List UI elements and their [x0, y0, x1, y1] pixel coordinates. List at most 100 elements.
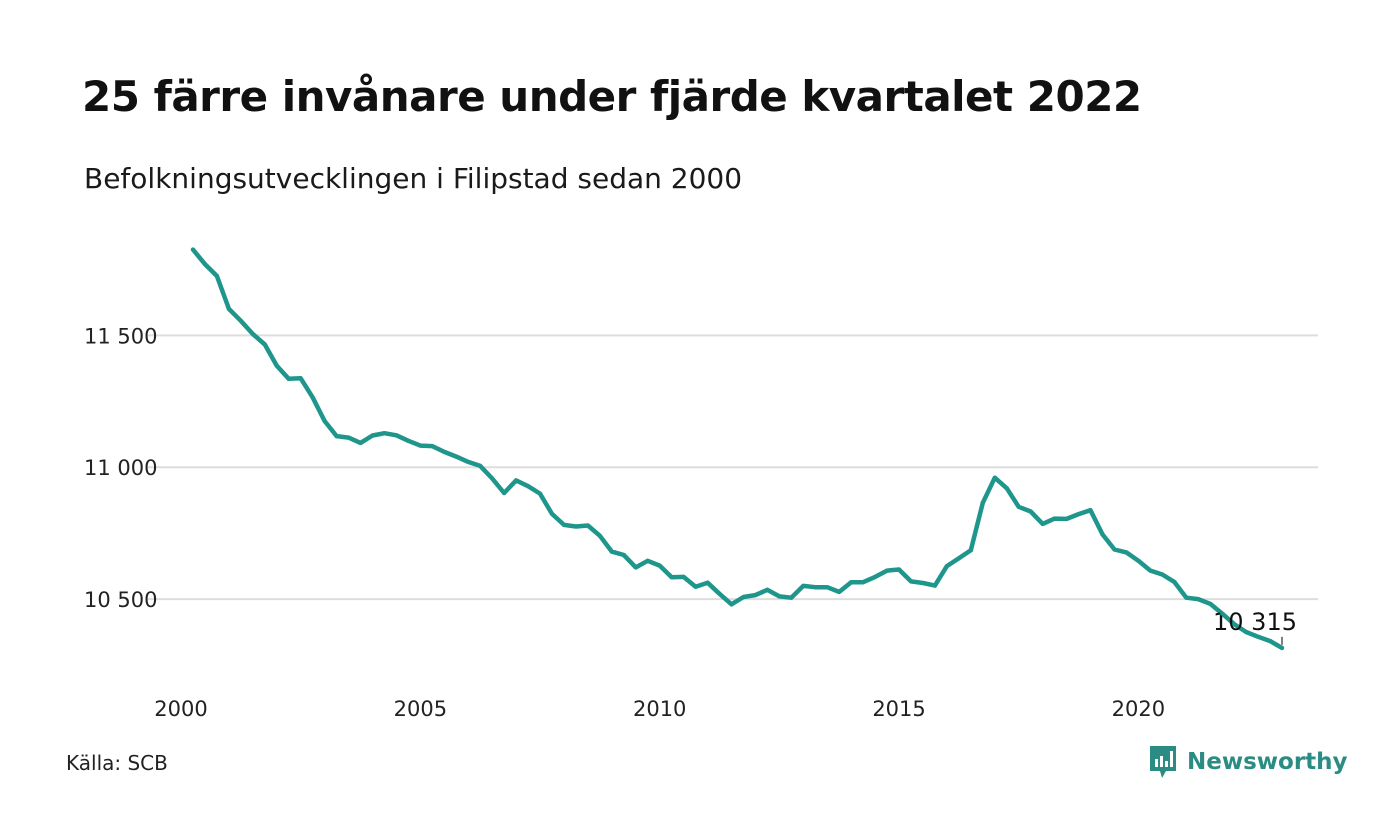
gridlines	[148, 334, 1318, 601]
data-point	[214, 273, 219, 278]
x-tick-label: 2005	[394, 697, 447, 721]
data-point	[370, 433, 375, 438]
data-point	[573, 524, 578, 529]
brand-logo: Newsworthy	[1148, 744, 1348, 780]
data-point	[980, 500, 985, 505]
y-tick-label: 10 500	[84, 588, 157, 612]
data-point	[538, 491, 543, 496]
data-point	[717, 591, 722, 596]
data-point	[741, 594, 746, 599]
data-point	[1040, 521, 1045, 526]
chart-title: 25 färre invånare under fjärde kvartalet…	[82, 72, 1142, 121]
data-point	[681, 574, 686, 579]
data-point	[274, 363, 279, 368]
newsworthy-logo-icon	[1150, 746, 1176, 778]
data-point	[585, 523, 590, 528]
data-point	[932, 583, 937, 588]
data-point	[549, 511, 554, 516]
data-point	[597, 533, 602, 538]
data-point	[1160, 572, 1165, 577]
data-point	[322, 419, 327, 424]
source-note: Källa: SCB	[66, 751, 168, 775]
data-point	[490, 476, 495, 481]
data-point	[825, 585, 830, 590]
data-point	[1196, 597, 1201, 602]
data-point	[1016, 504, 1021, 509]
data-point	[226, 306, 231, 311]
data-point	[729, 602, 734, 607]
x-axis-ticks: 2000 2005 2010 2015 2020	[154, 697, 1165, 721]
x-tick-label: 2020	[1112, 697, 1165, 721]
data-point	[406, 438, 411, 443]
data-point	[920, 580, 925, 585]
data-point	[645, 558, 650, 563]
population-line	[190, 247, 1285, 651]
chart-subtitle: Befolkningsutvecklingen i Filipstad seda…	[84, 162, 743, 195]
data-point	[1064, 516, 1069, 521]
data-point	[1112, 547, 1117, 552]
data-point	[944, 564, 949, 569]
data-point	[897, 567, 902, 572]
data-point	[190, 247, 195, 252]
data-point	[1100, 532, 1105, 537]
data-point	[238, 318, 243, 323]
data-point	[1244, 630, 1249, 635]
data-point	[298, 376, 303, 381]
data-point	[1256, 634, 1261, 639]
data-point	[968, 548, 973, 553]
data-point	[430, 444, 435, 449]
data-point	[526, 484, 531, 489]
data-point	[861, 580, 866, 585]
data-point	[1136, 558, 1141, 563]
data-point	[777, 594, 782, 599]
data-point	[669, 575, 674, 580]
data-point	[1280, 645, 1284, 650]
data-point	[250, 331, 255, 336]
data-point	[1076, 512, 1081, 517]
data-point	[753, 593, 758, 598]
data-point	[633, 565, 638, 570]
data-point	[334, 434, 339, 439]
data-point	[1232, 622, 1237, 627]
data-point	[418, 443, 423, 448]
data-point	[514, 478, 519, 483]
data-point	[1184, 595, 1189, 600]
data-point	[346, 435, 351, 440]
data-point	[286, 376, 291, 381]
data-point	[1220, 611, 1225, 616]
data-point	[849, 580, 854, 585]
data-points	[190, 247, 1284, 650]
data-point	[693, 584, 698, 589]
data-point	[705, 580, 710, 585]
data-point	[909, 579, 914, 584]
data-point	[1268, 638, 1273, 643]
y-tick-label: 11 500	[84, 324, 157, 348]
data-point	[1172, 579, 1177, 584]
data-point	[765, 587, 770, 592]
data-point	[1004, 486, 1009, 491]
x-tick-label: 2015	[872, 697, 925, 721]
data-point	[442, 449, 447, 454]
brand-name: Newsworthy	[1187, 749, 1348, 775]
end-value-label: 10 315	[1213, 608, 1297, 636]
y-axis-ticks: 10 500 11 000 11 500	[84, 324, 157, 612]
data-point	[609, 549, 614, 554]
data-point	[502, 491, 507, 496]
data-point	[1028, 509, 1033, 514]
data-point	[394, 433, 399, 438]
data-point	[262, 342, 267, 347]
data-point	[1208, 601, 1213, 606]
data-point	[1124, 550, 1129, 555]
data-point	[358, 440, 363, 445]
data-point	[1088, 508, 1093, 513]
data-point	[382, 431, 387, 436]
data-point	[1052, 516, 1057, 521]
data-point	[478, 463, 483, 468]
data-point	[801, 583, 806, 588]
data-point	[621, 553, 626, 558]
x-tick-label: 2000	[154, 697, 207, 721]
data-point	[873, 574, 878, 579]
data-point	[789, 595, 794, 600]
y-tick-label: 11 000	[84, 456, 157, 480]
